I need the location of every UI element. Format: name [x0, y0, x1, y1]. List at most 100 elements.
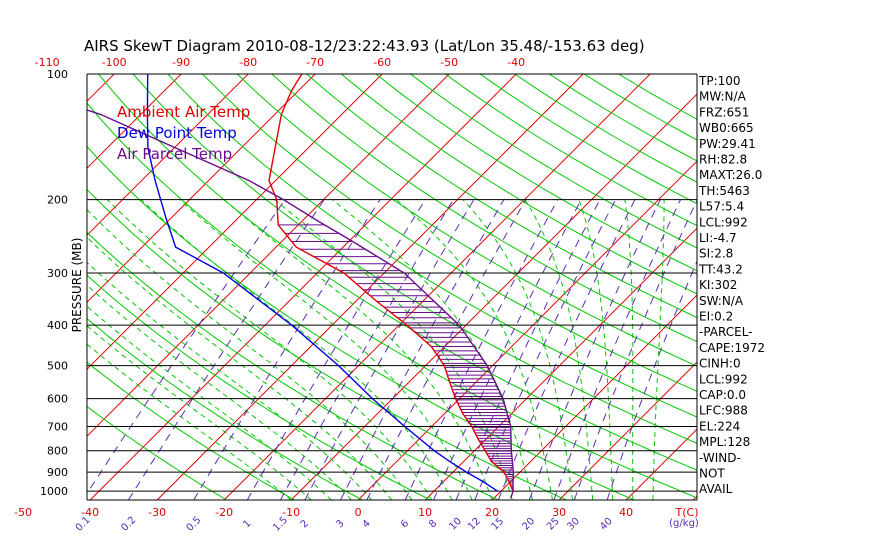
- index-readout: FRZ:651: [699, 105, 749, 119]
- pressure-tick-label: 700: [47, 421, 68, 434]
- dry-adiabat-line: [340, 74, 697, 295]
- series-line-2: [87, 109, 515, 499]
- dry-adiabat-line: [271, 74, 697, 343]
- mixing-ratio-tick-label: 10: [447, 516, 464, 533]
- index-readout: LCL:992: [699, 372, 748, 386]
- index-readout: RH:82.8: [699, 153, 747, 167]
- index-readout: SI:2.8: [699, 247, 733, 261]
- index-readout: WB0:665: [699, 121, 754, 135]
- index-readout: -PARCEL-: [699, 325, 753, 339]
- mixing-ratio-line: [573, 199, 697, 500]
- moist-adiabat-line: [87, 325, 312, 500]
- moist-adiabat-line: [106, 199, 433, 500]
- index-readout: CAPE:1972: [699, 341, 765, 355]
- index-readout: CINH:0: [699, 357, 741, 371]
- index-readout: MPL:128: [699, 435, 750, 449]
- isotherm-line: [87, 74, 316, 303]
- isotherm-line: [357, 160, 697, 500]
- moist-adiabat-line: [223, 199, 493, 500]
- mixing-ratio-line: [280, 199, 454, 500]
- pressure-tick-label: 300: [47, 267, 68, 280]
- top-temp-tick-label: -90: [172, 56, 190, 69]
- index-readout: CAP:0.0: [699, 388, 746, 402]
- mixing-ratio-tick-label: 3: [334, 518, 346, 530]
- dry-adiabat-line: [236, 74, 697, 367]
- isotherm-line: [87, 74, 182, 169]
- moist-adiabat-line: [396, 199, 553, 500]
- isotherm-line: [424, 227, 697, 500]
- pressure-tick-label: 900: [47, 466, 68, 479]
- series-line-0: [268, 74, 514, 492]
- index-readout: -WIND-: [699, 451, 741, 465]
- top-temp-tick-label: -100: [102, 56, 127, 69]
- moist-adiabat-line: [87, 236, 393, 500]
- index-readout: KI:302: [699, 278, 737, 292]
- bottom-temp-tick-label: -10: [282, 506, 300, 519]
- dry-adiabat-line: [87, 317, 363, 500]
- index-readout: LFC:988: [699, 404, 748, 418]
- mixing-ratio-tick-label: 0.5: [185, 515, 204, 534]
- mixing-ratio-line: [455, 199, 601, 500]
- mixing-ratio-line: [127, 199, 325, 500]
- index-readout: LI:-4.7: [699, 231, 737, 245]
- index-readout: NOT: [699, 467, 725, 481]
- pressure-tick-label: 200: [47, 194, 68, 207]
- top-temp-tick-label: -70: [306, 56, 324, 69]
- mixing-ratio-tick-label: 8: [427, 518, 439, 530]
- chart-title: AIRS SkewT Diagram 2010-08-12/23:22:43.9…: [84, 37, 645, 55]
- index-readout: AVAIL: [699, 482, 733, 496]
- index-readout: MAXT:26.0: [699, 168, 762, 182]
- index-readout: SW:N/A: [699, 294, 744, 308]
- mixing-ratio-line: [433, 199, 582, 500]
- pressure-tick-label: 1000: [40, 485, 68, 498]
- top-temp-tick-label: -40: [507, 56, 525, 69]
- series-line-1: [146, 74, 498, 492]
- mixing-ratio-tick-label: 6: [399, 518, 411, 530]
- mixing-ratio-line: [474, 199, 616, 500]
- mixing-ratio-line: [606, 260, 697, 500]
- bottom-temp-tick-label: 20: [485, 506, 499, 519]
- moist-adiabat-line: [624, 199, 634, 500]
- dry-adiabat-line: [132, 74, 697, 444]
- mixing-ratio-tick-label: 30: [565, 516, 582, 533]
- legend-entry: Ambient Air Temp: [117, 103, 250, 121]
- dry-adiabat-line: [479, 74, 697, 205]
- index-readout: TP:100: [698, 74, 741, 88]
- bottom-temp-tick-label: 0: [355, 506, 362, 519]
- dry-adiabat-line: [87, 231, 499, 500]
- mixing-ratio-line: [87, 199, 286, 495]
- bottom-temp-tick-label: 10: [418, 506, 432, 519]
- bottom-temp-tick-label: 40: [619, 506, 633, 519]
- bottom-temp-tick-label: -50: [14, 506, 32, 519]
- moist-adiabat-line: [140, 199, 453, 500]
- moist-adiabat-line: [87, 284, 352, 500]
- dry-adiabat-line: [410, 74, 697, 249]
- dry-adiabat-line: [87, 145, 635, 500]
- moist-adiabat-line: [87, 261, 372, 500]
- isotherm-line: [87, 74, 115, 102]
- pressure-tick-label: 400: [47, 319, 68, 332]
- isotherm-line: [558, 361, 697, 500]
- mixing-ratio-unit-label: (g/kg): [669, 518, 699, 529]
- isotherm-line: [87, 74, 249, 236]
- legend: Ambient Air Temp Dew Point Temp Air Parcel…: [117, 103, 250, 163]
- mixing-ratio-line: [497, 199, 636, 500]
- isotherm-line: [89, 74, 517, 500]
- axes: 1002003004005006007008009001000-120-110-…: [14, 56, 699, 534]
- bottom-temp-tick-label: -30: [148, 506, 166, 519]
- index-readout: L57:5.4: [699, 200, 744, 214]
- mixing-ratio-line: [366, 199, 527, 500]
- bottom-temp-tick-label: -20: [215, 506, 233, 519]
- isotherm-line: [760, 74, 870, 500]
- index-readout: EI:0.2: [699, 310, 733, 324]
- mixing-ratio-line: [193, 199, 381, 500]
- top-temp-tick-label: -110: [35, 56, 60, 69]
- mixing-ratio-tick-label: 1: [241, 518, 253, 530]
- moist-adiabat-line: [87, 208, 413, 500]
- mixing-ratio-line: [553, 199, 681, 500]
- mixing-ratio-tick-label: 4: [361, 518, 373, 530]
- dry-adiabat-line: [167, 74, 697, 418]
- isotherm-line: [0, 74, 47, 500]
- mixing-ratio-line: [340, 199, 505, 500]
